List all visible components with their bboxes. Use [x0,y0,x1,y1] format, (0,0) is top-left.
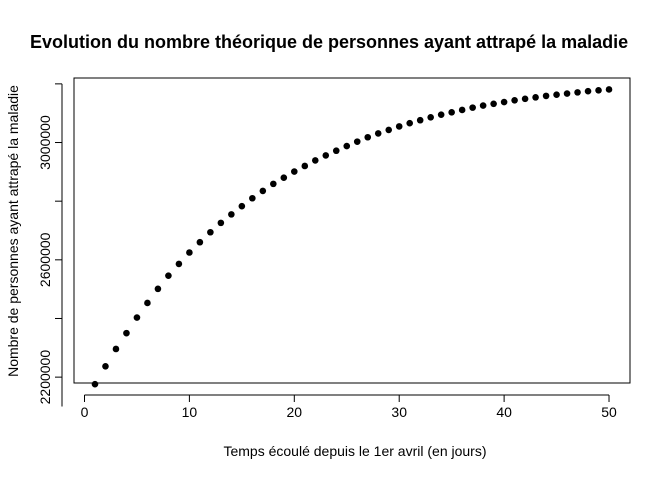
data-point [395,123,403,130]
y-tick-label: 3000000 [37,115,53,170]
data-point [374,130,382,137]
data-point [511,96,518,104]
data-point [605,86,613,93]
data-point [406,119,413,127]
x-tick-label: 50 [601,404,617,420]
data-points [91,86,613,388]
y-tick-label: 2200000 [37,350,53,405]
data-point [427,113,434,121]
data-point [91,380,99,388]
data-point [207,228,214,236]
data-point [102,362,109,370]
chart-title: Evolution du nombre théorique de personn… [30,32,628,52]
data-point [532,94,539,101]
data-point [165,272,172,279]
x-tick-label: 30 [391,404,407,420]
y-axis-label: Nombre de personnes ayant attrapé la mal… [5,85,21,377]
data-point [259,187,267,195]
data-point [301,162,309,170]
data-point [521,95,529,103]
data-point [595,87,602,94]
data-point [416,116,424,124]
data-point [553,91,560,99]
data-point [217,219,225,227]
data-point [385,126,393,134]
data-point [332,147,340,155]
x-tick-label: 10 [182,404,198,420]
y-tick-label: 2600000 [37,232,53,287]
data-point [364,133,372,141]
data-point [291,168,298,175]
data-point [353,138,361,145]
data-point [238,202,246,210]
data-point [343,142,351,150]
x-axis: 0 10 20 30 40 50 [81,394,617,420]
plot-frame [73,77,631,384]
data-point [490,100,497,108]
data-point [322,152,330,159]
data-point [469,104,476,111]
data-point [270,180,277,188]
data-point [133,314,141,321]
data-point [186,249,193,256]
data-point [563,90,571,97]
data-point [196,238,204,246]
x-tick-label: 0 [81,404,89,420]
data-point [280,174,288,182]
data-point [112,345,120,353]
data-point [123,329,130,337]
data-point [574,89,581,96]
data-point [458,106,466,114]
data-point [542,92,550,100]
data-point [228,211,235,218]
data-point [448,109,455,116]
y-axis: 2200000 2600000 3000000 [37,83,63,407]
data-point [144,299,151,307]
data-point [584,87,592,95]
data-point [175,260,183,268]
x-axis-label: Temps écoulé depuis le 1er avril (en jou… [223,443,486,459]
data-point [311,157,319,164]
data-point [479,102,487,109]
x-tick-label: 40 [496,404,512,420]
x-tick-label: 20 [287,404,303,420]
data-point [249,194,256,202]
data-point [437,111,445,118]
data-point [500,98,508,106]
data-point [154,285,162,293]
